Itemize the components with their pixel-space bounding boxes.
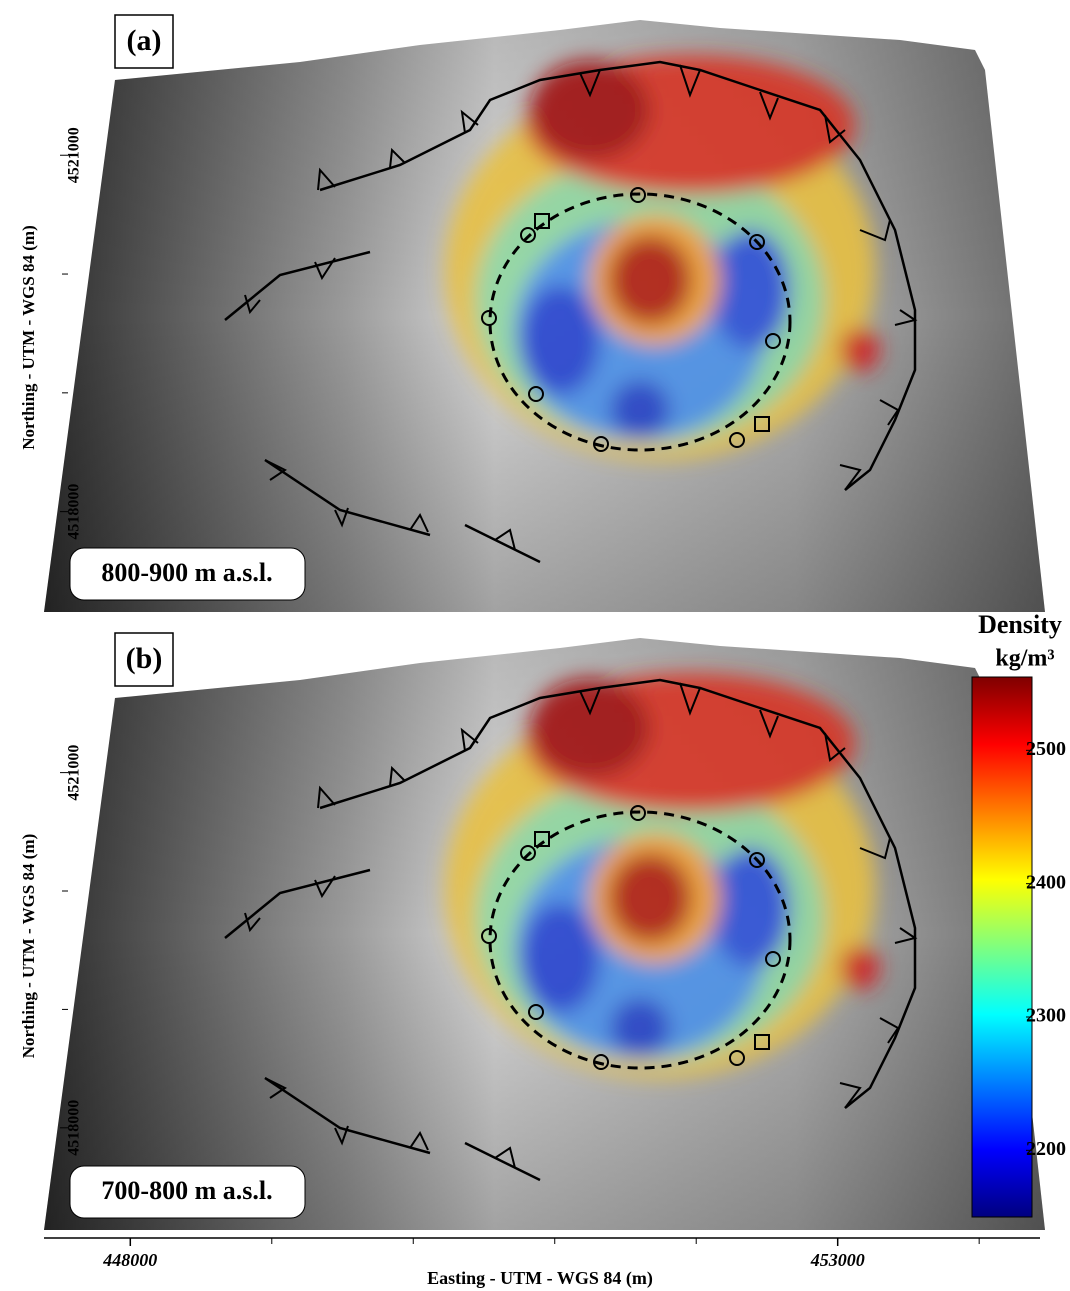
depth-box <box>69 547 306 601</box>
colorbar-title: Density <box>978 610 1062 639</box>
y-tick-label: 4521000 <box>66 127 83 183</box>
colorbar-tick-label: 2200 <box>1026 1138 1066 1160</box>
depth-label: 800-900 m a.s.l. <box>101 558 272 587</box>
y-tick-label: 4518000 <box>66 1100 83 1156</box>
y-tick-label: 4521000 <box>66 745 83 801</box>
panel-label: (a) <box>127 24 162 57</box>
y-axis-title: Northing - UTM - WGS 84 (m) <box>19 225 38 449</box>
y-tick-label: 4518000 <box>66 484 83 540</box>
map-panel-a <box>44 20 1045 612</box>
colorbar <box>971 676 1033 1218</box>
colorbar-tick-label: 2300 <box>1026 1005 1066 1027</box>
panel-label: (b) <box>126 642 163 675</box>
panel-label-box <box>114 14 174 69</box>
colorbar-tick-label: 2400 <box>1026 871 1066 893</box>
x-axis-title: Easting - UTM - WGS 84 (m) <box>427 1268 653 1289</box>
colorbar-tick-label: 2500 <box>1026 738 1066 760</box>
depth-label: 700-800 m a.s.l. <box>101 1176 272 1205</box>
panel-label-box <box>114 632 174 687</box>
x-tick-label: 453000 <box>810 1250 865 1270</box>
y-axis-title: Northing - UTM - WGS 84 (m) <box>19 834 38 1058</box>
colorbar-unit: kg/m³ <box>995 646 1054 672</box>
map-panel-b <box>44 638 1045 1230</box>
depth-box <box>69 1165 306 1219</box>
x-tick-label: 448000 <box>102 1250 157 1270</box>
